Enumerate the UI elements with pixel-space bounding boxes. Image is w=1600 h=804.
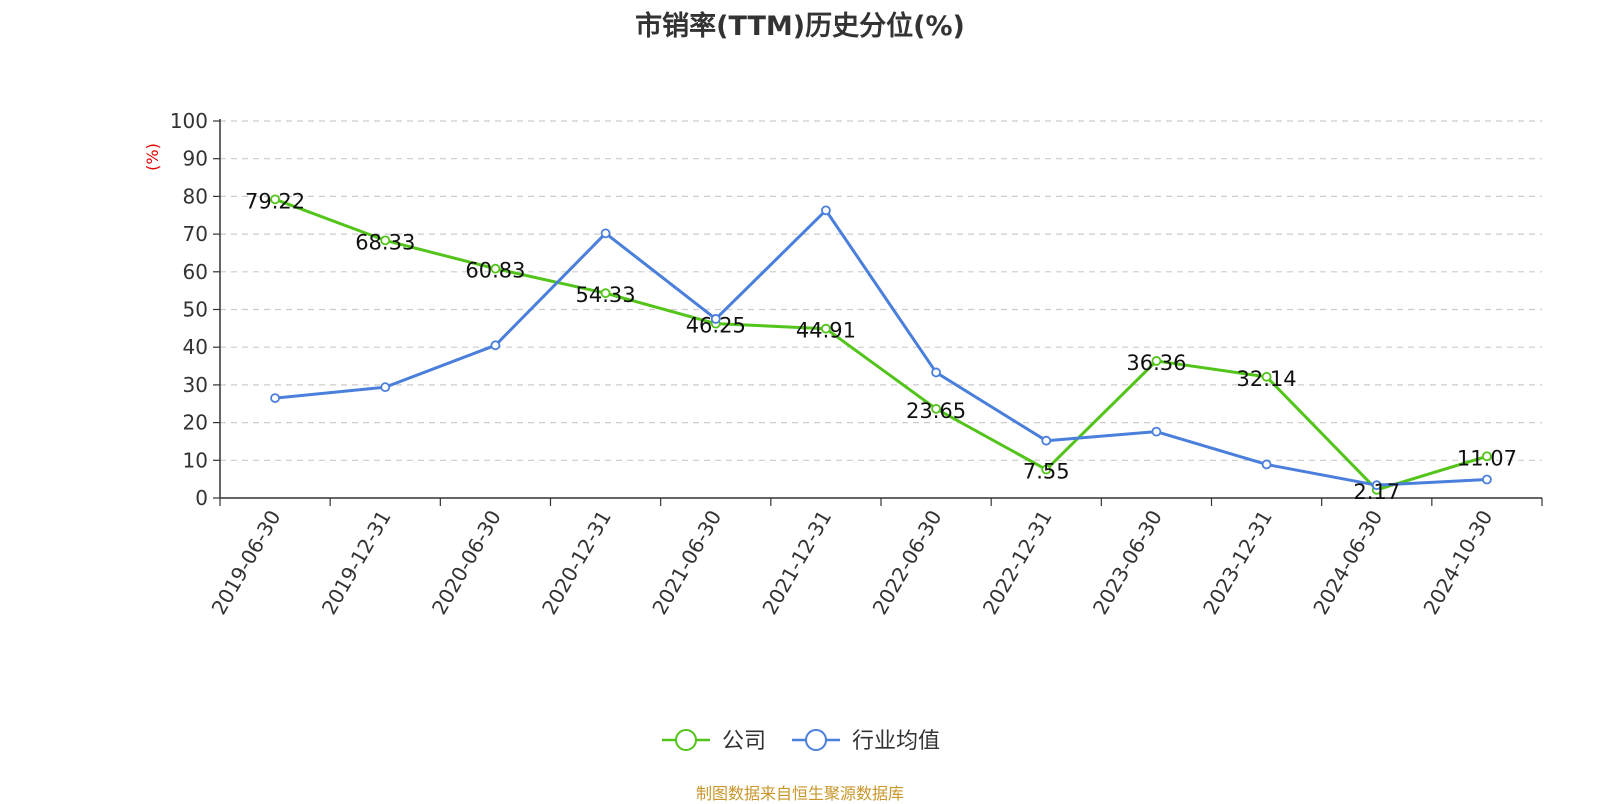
- x-tick-label: 2023-06-30: [1088, 506, 1167, 619]
- legend-marker-0: [675, 729, 697, 751]
- series-1-point: [1151, 426, 1162, 437]
- data-label: 2.17: [1353, 480, 1400, 504]
- series-1-point: [1371, 480, 1382, 491]
- series-1-point: [821, 205, 831, 216]
- y-tick-label: 30: [183, 373, 208, 397]
- data-label: 7.55: [1023, 460, 1070, 484]
- y-axis-label: (%): [143, 143, 162, 171]
- x-tick-label: 2024-10-30: [1418, 506, 1497, 619]
- series-1-point: [270, 393, 280, 403]
- series-0-point: [270, 194, 280, 205]
- data-label: 68.33: [355, 230, 415, 254]
- legend-label-0: 公司: [722, 729, 766, 754]
- series-1-point: [1261, 459, 1272, 470]
- y-tick-label: 100: [170, 109, 208, 133]
- y-tick-label: 40: [183, 335, 208, 359]
- series-0-point: [1041, 464, 1052, 475]
- data-label: 36.36: [1126, 351, 1186, 375]
- y-tick-label: 10: [183, 448, 208, 472]
- legend-label-1: 行业均值: [852, 729, 940, 754]
- y-tick-label: 60: [183, 260, 208, 284]
- y-tick-label: 50: [183, 298, 208, 322]
- data-label: 46.25: [686, 314, 746, 338]
- x-tick-label: 2020-06-30: [427, 506, 506, 619]
- data-label: 60.83: [465, 259, 525, 283]
- series-0-point: [821, 323, 831, 334]
- x-tick-label: 2024-06-30: [1308, 506, 1387, 619]
- series-0-point: [1151, 356, 1162, 366]
- x-tick-label: 2022-12-31: [978, 506, 1057, 619]
- y-tick-label: 0: [195, 486, 208, 510]
- y-tick-label: 80: [183, 184, 208, 208]
- x-tick-label: 2019-06-30: [207, 506, 286, 619]
- data-label: 44.91: [796, 319, 856, 343]
- series-1-point: [600, 228, 611, 239]
- x-tick-label: 2019-12-31: [317, 506, 396, 619]
- y-tick-label: 90: [183, 147, 208, 171]
- chart-title: 市销率(TTM)历史分位(%): [635, 11, 965, 42]
- series-1-point: [380, 382, 391, 393]
- x-tick-label: 2021-06-30: [647, 506, 726, 619]
- data-label: 23.65: [906, 399, 966, 423]
- data-label: 11.07: [1457, 446, 1517, 470]
- series-0-point: [380, 235, 391, 246]
- data-label: 79.22: [245, 189, 305, 213]
- y-tick-label: 70: [183, 222, 208, 246]
- x-tick-label: 2020-12-31: [537, 506, 616, 619]
- series-line-0: [274, 197, 1488, 492]
- legend-marker-1: [805, 729, 827, 751]
- y-tick-label: 20: [183, 411, 208, 435]
- source-note: 制图数据来自恒生聚源数据库: [695, 784, 904, 803]
- x-tick-label: 2022-06-30: [868, 506, 947, 619]
- series-0-point: [1261, 371, 1272, 382]
- data-label: 54.33: [576, 283, 636, 307]
- series-1-point: [931, 367, 941, 378]
- series-0-point: [1482, 451, 1492, 462]
- series-1-point: [1041, 435, 1052, 446]
- x-tick-label: 2023-12-31: [1198, 506, 1277, 619]
- series-1-point: [1482, 474, 1492, 485]
- data-label: 32.14: [1237, 367, 1297, 391]
- series-0-point: [490, 263, 501, 274]
- series-1-point: [710, 314, 721, 324]
- x-tick-label: 2021-12-31: [757, 506, 836, 619]
- series-0-point: [931, 403, 941, 414]
- series-1-point: [490, 340, 501, 351]
- series-line-1: [274, 208, 1487, 487]
- series-0-point: [600, 288, 611, 299]
